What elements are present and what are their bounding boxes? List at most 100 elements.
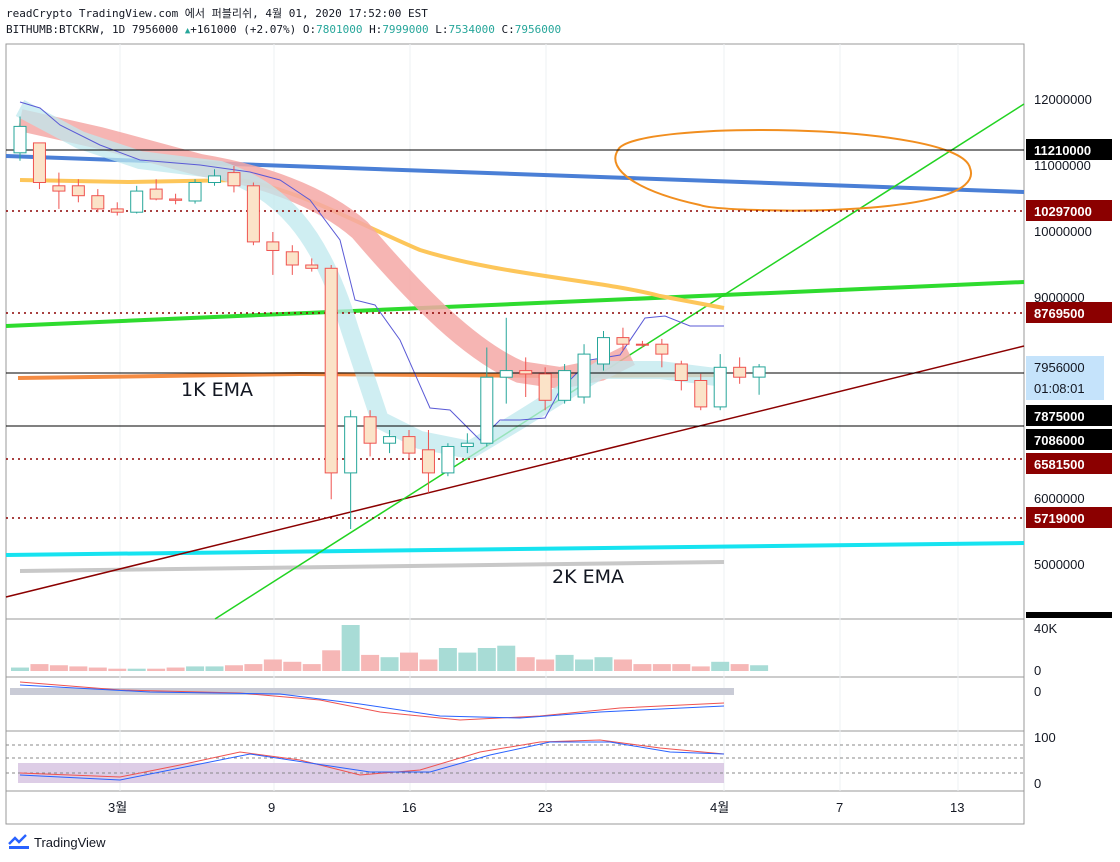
rsi-tick: 100 [1034, 730, 1056, 745]
candle-body [519, 370, 533, 375]
volume-bar [750, 665, 769, 671]
volume-tick: 40K [1034, 621, 1057, 636]
annotation-2k-ema[interactable]: 2K EMA [552, 566, 624, 588]
volume-bar [652, 664, 671, 671]
candle-body [558, 370, 572, 401]
macd-line [19, 684, 725, 719]
tradingview-logo-icon [8, 834, 29, 849]
rsi-tick: 0 [1034, 776, 1041, 791]
horizontal-levels[interactable] [6, 149, 1024, 519]
volume-bar [11, 667, 29, 671]
candle-body [32, 142, 46, 183]
volume-bar [477, 648, 496, 671]
last-price-badge: 7956000 [1034, 360, 1085, 375]
volume-bar [613, 659, 632, 671]
macd-tick: 0 [1034, 684, 1041, 699]
green-trendline [5, 280, 1025, 328]
volume-bar [380, 657, 399, 671]
price-badge: 7875000 [1034, 409, 1085, 424]
volume-bar [633, 664, 652, 671]
candle-body [499, 370, 513, 378]
high-value: 7999000 [382, 23, 429, 36]
candle-body [616, 337, 630, 345]
volume-bar [594, 657, 613, 671]
candle-body [597, 337, 610, 365]
candle-body [324, 267, 338, 474]
volume-bar [322, 650, 341, 671]
volume-bar [536, 659, 555, 671]
tradingview-footer[interactable]: TradingView [8, 834, 106, 850]
time-tick: 13 [950, 800, 964, 815]
volume-bar [438, 648, 457, 671]
low-label: L: [435, 23, 449, 36]
volume-bar [69, 666, 88, 671]
candle-body [363, 416, 377, 444]
high-label: H: [369, 23, 383, 36]
macd-pane [10, 681, 734, 721]
candle-body [441, 446, 455, 474]
candle-body [130, 190, 144, 213]
price-tick: 11000000 [1034, 158, 1091, 173]
volume-bar [730, 664, 749, 671]
close-label: C: [501, 23, 515, 36]
volume-tick: 0 [1034, 663, 1041, 678]
price-tick: 6000000 [1034, 491, 1085, 506]
candle-body [674, 363, 688, 381]
price-tick: 9000000 [1034, 290, 1085, 305]
candle-body [52, 185, 66, 192]
candles[interactable] [13, 116, 766, 530]
candle-body [169, 198, 183, 201]
time-tick: 16 [402, 800, 416, 815]
change-value: +161000 (+2.07%) [190, 23, 297, 36]
volume-bars [11, 625, 769, 671]
candle-body [577, 353, 591, 398]
candle-body [71, 185, 85, 197]
candle-body [752, 366, 766, 378]
candle-body [285, 251, 299, 266]
candle-body [713, 366, 727, 408]
volume-bar [186, 666, 205, 671]
up-arrow-icon: ▲ [184, 26, 191, 36]
candle-body [305, 264, 319, 269]
price-badge: 11210000 [1034, 143, 1091, 158]
volume-bar [400, 652, 418, 671]
volume-bar [88, 667, 107, 671]
volume-bar [224, 665, 243, 671]
candle-body [694, 380, 708, 408]
trendlines[interactable] [5, 100, 1025, 620]
volume-bar [244, 664, 263, 671]
candle-body [402, 436, 416, 454]
candle-body [13, 125, 27, 154]
price-badge: 7086000 [1034, 433, 1085, 448]
volume-bar [341, 625, 360, 671]
countdown-badge: 01:08:01 [1034, 381, 1085, 396]
rsi-pane [6, 739, 1024, 783]
red-support-line [5, 345, 1025, 598]
price-badge: 8769500 [1034, 306, 1085, 321]
time-tick: 7 [836, 800, 843, 815]
candle-body [480, 376, 494, 444]
open-value: 7801000 [316, 23, 363, 36]
low-value: 7534000 [448, 23, 495, 36]
price-badge: 5719000 [1034, 511, 1085, 526]
volume-bar [302, 664, 321, 671]
volume-bar [205, 666, 224, 671]
volume-bar [147, 668, 166, 671]
volume-bar [419, 659, 438, 671]
price-tick: 12000000 [1034, 92, 1092, 107]
time-tick: 23 [538, 800, 552, 815]
time-tick: 4월 [710, 800, 729, 815]
price-tick: 10000000 [1034, 224, 1092, 239]
volume-bar [497, 645, 516, 671]
volume-bar [30, 664, 49, 671]
price-badge: 6581500 [1034, 457, 1085, 472]
symbol-label[interactable]: BITHUMB:BTCKRW, 1D 7956000 [6, 23, 179, 36]
annotation-1k-ema[interactable]: 1K EMA [181, 379, 253, 401]
rsi-blue-line [19, 741, 725, 781]
candle-body [655, 343, 669, 355]
blue-thin-line [19, 101, 724, 441]
volume-bar [166, 667, 185, 671]
volume-bar [711, 661, 730, 671]
volume-bar [516, 657, 535, 671]
